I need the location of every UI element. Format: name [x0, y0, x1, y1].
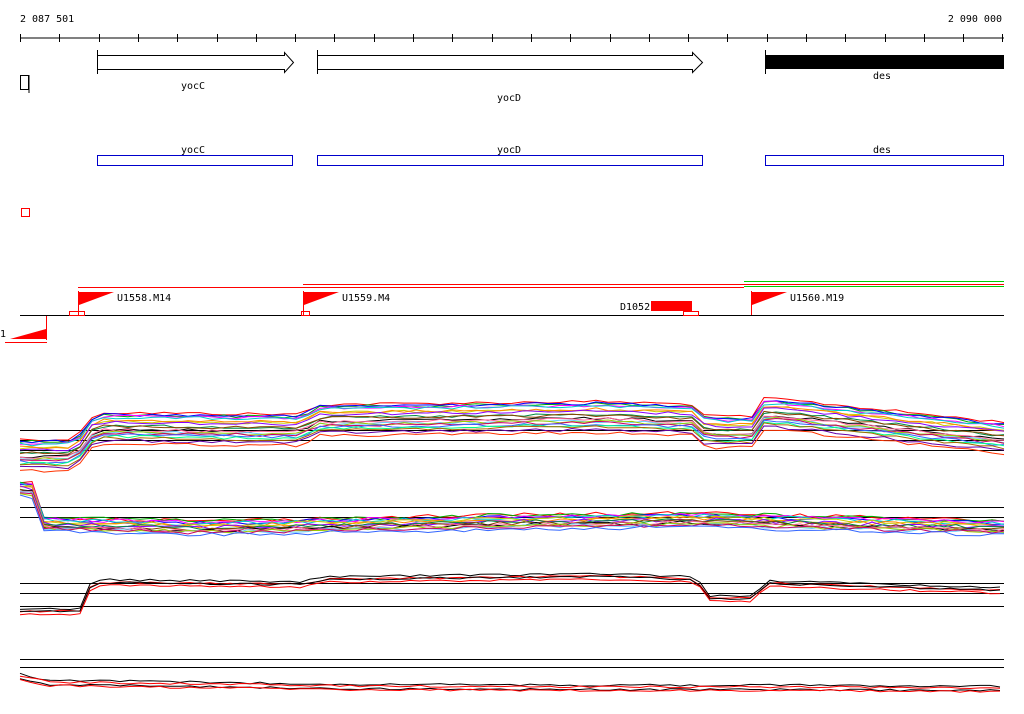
expression-series-line [19, 403, 1005, 447]
gene-label-yocC: yocC [181, 81, 205, 92]
tu-promoter-U1558.M14[interactable]: U1558.M14 [69, 291, 172, 316]
expression-series-line [19, 417, 1005, 461]
gene-arrow-yocD[interactable]: yocD [317, 50, 704, 104]
gene-box-label-des: des [873, 145, 891, 156]
expression-series-line [19, 493, 1005, 534]
feature-toggle-box[interactable] [21, 208, 30, 217]
expression-series-line [19, 672, 1001, 688]
expression-series-line [19, 410, 1005, 455]
transcription-unit-track: U1558.M14 U1559.M4 U1560.M19 D1052 1 [0, 281, 1004, 343]
terminator-label: D1052 [620, 302, 650, 313]
gene-arrow-yocC[interactable]: yocC [97, 50, 295, 92]
gene-box-track: yocC yocD des [97, 145, 1004, 166]
tu-promoter-U1559.M4[interactable]: U1559.M4 [301, 291, 391, 316]
ruler-end-label: 2 090 000 [948, 14, 1002, 25]
gene-box-yocD[interactable]: yocD [317, 145, 703, 166]
expression-panel-1 [19, 396, 1005, 473]
gene-label-yocD: yocD [497, 93, 521, 104]
tu-label-U1558.M14: U1558.M14 [117, 293, 171, 304]
expression-series-line [19, 396, 1005, 442]
tu-label-U1560.M19: U1560.M19 [790, 293, 844, 304]
expression-series-line [19, 675, 1001, 690]
expression-series-line [19, 425, 1005, 470]
expression-series-line [19, 578, 1001, 616]
coordinate-ruler: 2 087 501 2 090 000 [20, 14, 1004, 42]
expression-series-line [19, 406, 1005, 450]
expression-panel-3 [19, 572, 1004, 616]
terminator-D1052[interactable]: D1052 [620, 301, 699, 316]
expression-series-line [19, 407, 1005, 452]
tu-label-U1559.M4: U1559.M4 [342, 293, 390, 304]
expression-panel-2 [19, 480, 1005, 537]
expression-panel-4 [19, 659, 1004, 693]
gene-track: yocC yocD des [20, 50, 1004, 104]
panel2-series [19, 480, 1005, 537]
expression-series-line [20, 575, 1001, 613]
gene-box-des[interactable]: des [765, 145, 1004, 166]
expression-series-line [19, 422, 1005, 467]
gene-arrow-des[interactable]: des [765, 50, 1004, 82]
panel1-series [19, 396, 1005, 473]
gene-box-yocC[interactable]: yocC [97, 145, 293, 166]
panel3-series [19, 572, 1001, 616]
expression-series-line [19, 482, 1005, 526]
expression-series-line [19, 429, 1005, 473]
expression-series-line [19, 494, 1005, 537]
expression-series-line [19, 572, 1001, 611]
expression-series-line [19, 411, 1005, 454]
left-edge-marker[interactable]: 1 [0, 316, 47, 343]
expression-series-line [19, 679, 1001, 693]
gene-box-label-yocC: yocC [181, 145, 205, 156]
ruler-start-label: 2 087 501 [20, 14, 74, 25]
expression-series-line [19, 488, 1005, 530]
expression-series-line [19, 574, 1001, 613]
ruler-ticks [20, 34, 1003, 42]
left-marker-label: 1 [0, 329, 6, 340]
track-toggle-box[interactable] [20, 75, 29, 90]
expression-series-line [19, 417, 1005, 462]
panel4-series [19, 672, 1001, 693]
expression-series-line [19, 481, 1005, 523]
gene-label-des: des [873, 71, 891, 82]
expression-series-line [19, 484, 1005, 528]
gene-box-label-yocD: yocD [497, 145, 521, 156]
tu-promoter-U1560.M19[interactable]: U1560.M19 [751, 291, 845, 315]
